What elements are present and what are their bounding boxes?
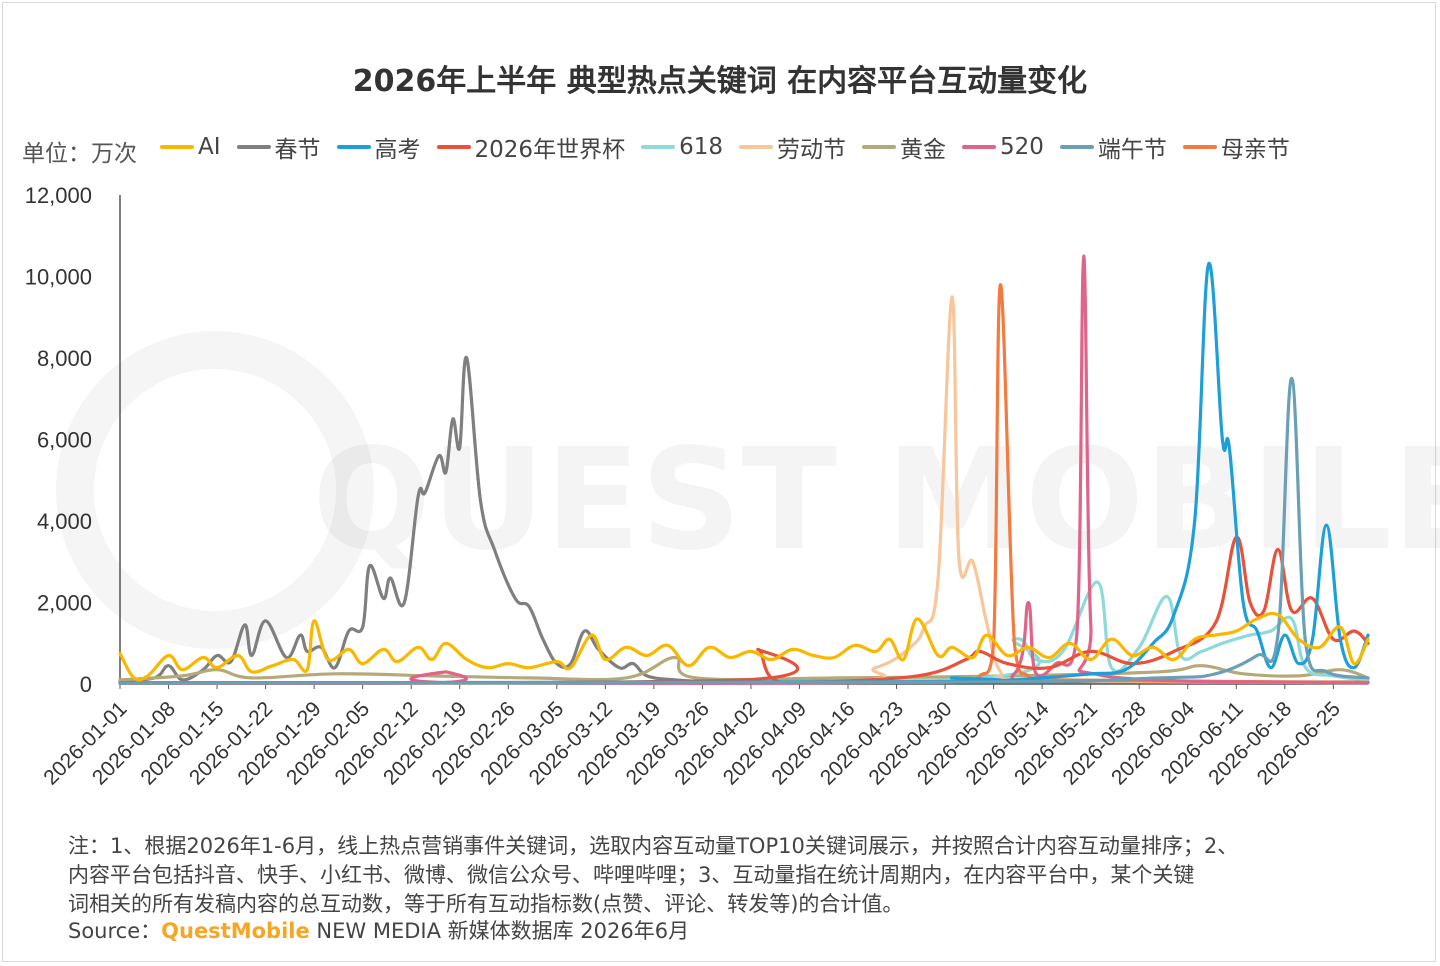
- legend-swatch: [160, 145, 194, 149]
- series-line-端午节: [118, 376, 1370, 685]
- legend-item: 高考: [336, 130, 421, 164]
- y-tick-label: 10,000: [25, 265, 92, 290]
- source-prefix: Source：: [68, 919, 162, 943]
- legend-item: 端午节: [1059, 130, 1167, 164]
- series-line-520: [118, 254, 1370, 686]
- legend-swatch: [436, 145, 471, 149]
- legend-item: 劳动节: [738, 130, 846, 164]
- legend-swatch: [961, 145, 996, 149]
- legend-label: 618: [679, 134, 723, 160]
- legend-item: 黄金: [861, 130, 946, 164]
- unit-label: 单位：万次: [22, 141, 137, 167]
- series-line-黄金: [118, 655, 1370, 682]
- legend-item: AI: [160, 130, 221, 164]
- legend-label: 春节: [274, 137, 321, 163]
- footnote-line: 内容平台包括抖音、快手、小红书、微博、微信公众号、哔哩哔哩；3、互动量指在统计周…: [68, 863, 1195, 887]
- legend-label: 劳动节: [776, 137, 846, 163]
- series-line-AI: [118, 611, 1370, 682]
- legend-swatch: [336, 145, 371, 149]
- legend-swatch: [1059, 145, 1094, 149]
- legend-label: 端午节: [1097, 137, 1167, 163]
- y-tick-label: 4,000: [37, 509, 92, 534]
- source-line: Source：QuestMobile NEW MEDIA 新媒体数据库 2026…: [68, 915, 689, 945]
- y-tick-label: 2,000: [37, 591, 92, 616]
- y-tick-label: 8,000: [37, 346, 92, 371]
- chart-title: 2026年上半年 典型热点关键词 在内容平台互动量变化: [352, 64, 1088, 99]
- y-tick-label: 6,000: [37, 428, 92, 453]
- footnote: 注：1、根据2026年1-6月，线上热点营销事件关键词，选取内容互动量TOP10…: [68, 832, 1368, 919]
- watermark-text: QUEST MOBILE: [312, 419, 1440, 582]
- legend-swatch: [236, 145, 271, 149]
- footnote-line: 注：1、根据2026年1-6月，线上热点营销事件关键词，选取内容互动量TOP10…: [68, 834, 1239, 858]
- legend-item: 母亲节: [1182, 130, 1290, 164]
- legend-label: 520: [999, 134, 1044, 160]
- legend-swatch: [1182, 145, 1217, 149]
- legend-item: 520: [961, 130, 1044, 164]
- legend: AI 春节 高考 2026年世界杯 618 劳动节 黄金 520 端午节 母亲节: [160, 130, 1290, 164]
- legend-item: 春节: [236, 130, 321, 164]
- watermark-logo: [56, 331, 374, 649]
- legend-label: 黄金: [899, 137, 946, 163]
- line-chart: QUEST MOBILE 0 2,000 4,000 6,000 8,000 10,000 1…: [25, 183, 1440, 789]
- source-rest: NEW MEDIA 新媒体数据库 2026年6月: [309, 919, 690, 943]
- legend-swatch: [861, 145, 896, 149]
- source-brand: QuestMobile: [161, 919, 310, 943]
- series-line-2026年世界杯: [118, 535, 1370, 685]
- legend-label: 母亲节: [1220, 137, 1290, 163]
- y-tick-label: 12,000: [25, 183, 92, 208]
- series-line-春节: [118, 356, 1370, 684]
- footnote-line: 词相关的所有发稿内容的总互动数，等于所有互动指标数(点赞、评论、转发等)的合计值…: [68, 892, 904, 916]
- series-line-高考: [118, 261, 1370, 685]
- legend-swatch: [641, 145, 676, 149]
- y-tick-label: 0: [80, 672, 92, 697]
- legend-item: 618: [641, 130, 723, 164]
- legend-label: 高考: [374, 137, 421, 163]
- legend-item: 2026年世界杯: [436, 130, 626, 164]
- legend-swatch: [738, 145, 773, 149]
- legend-label: AI: [198, 134, 221, 160]
- legend-label: 2026年世界杯: [474, 137, 626, 163]
